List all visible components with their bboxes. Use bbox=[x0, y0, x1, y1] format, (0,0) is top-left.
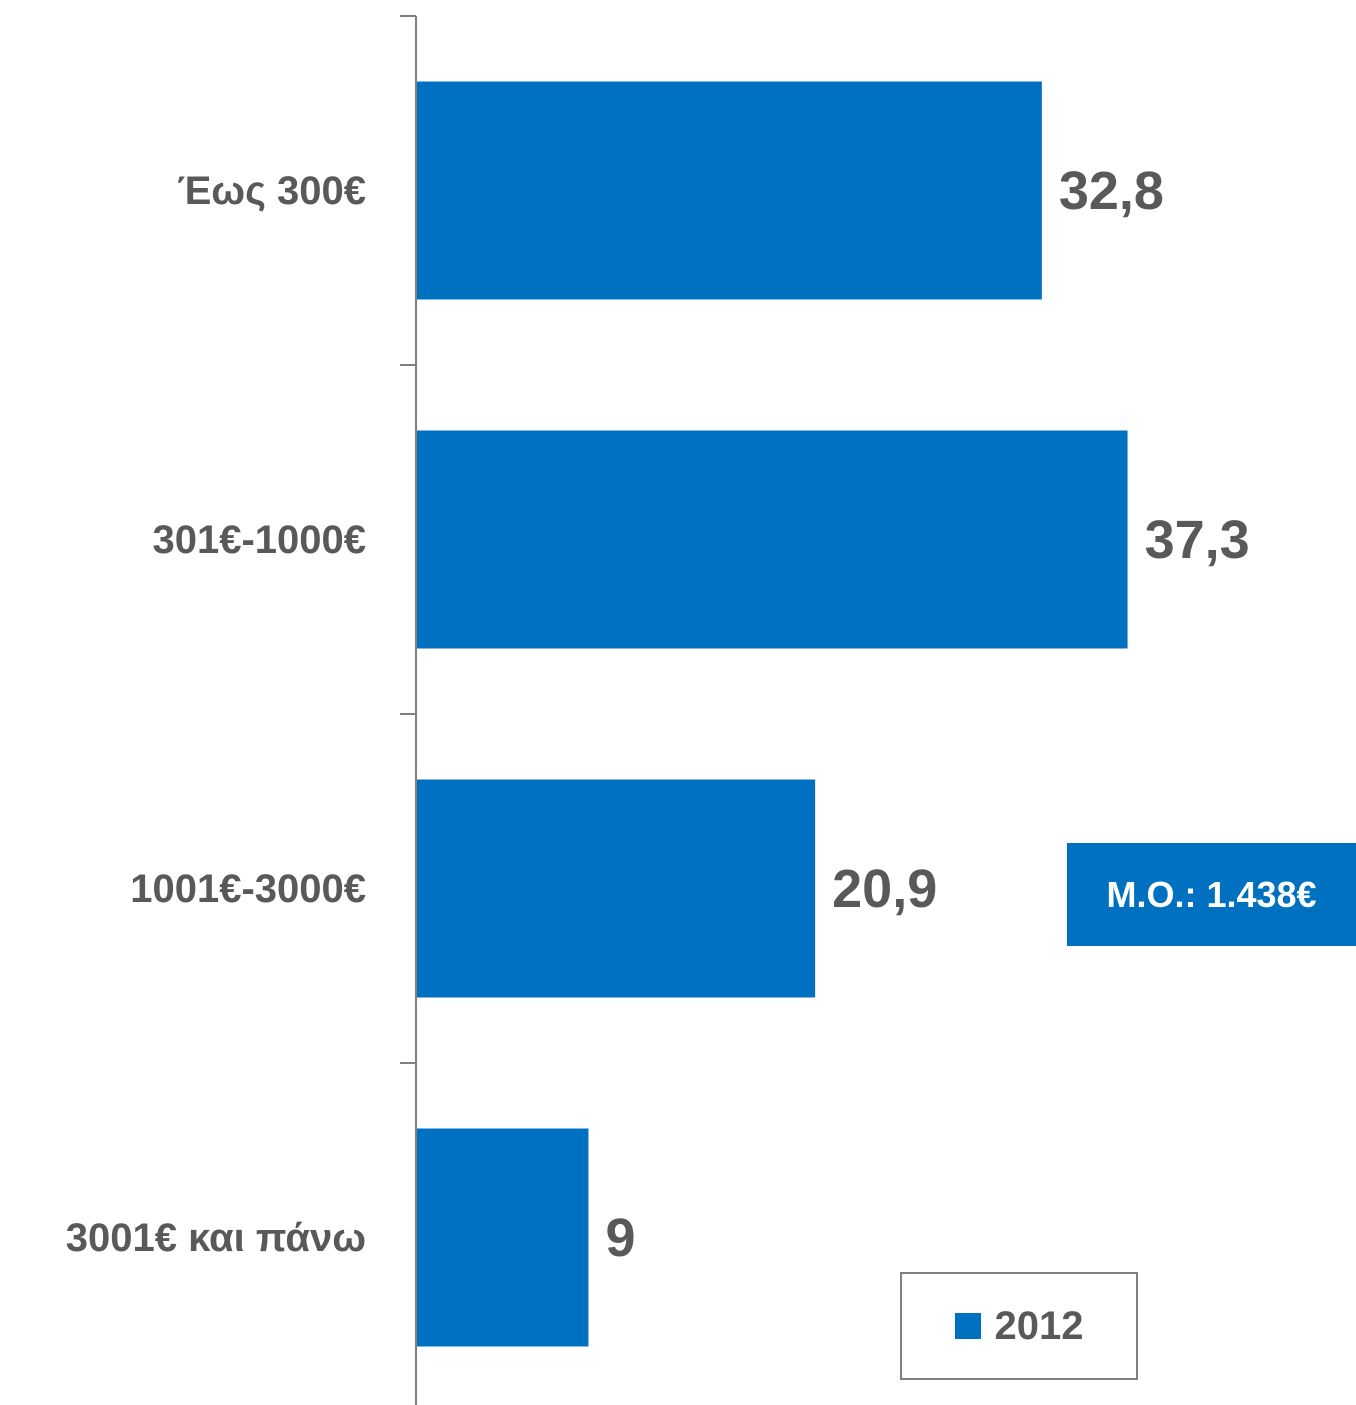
legend: 2012 bbox=[900, 1272, 1138, 1380]
bar bbox=[417, 81, 1042, 300]
data-label: 37,3 bbox=[1144, 509, 1250, 570]
data-label: 20,9 bbox=[832, 858, 938, 919]
bar bbox=[417, 1128, 589, 1347]
category-label: 1001€-3000€ bbox=[130, 866, 366, 911]
data-label: 9 bbox=[605, 1207, 636, 1268]
legend-swatch bbox=[954, 1313, 981, 1339]
legend-label: 2012 bbox=[994, 1303, 1084, 1348]
category-label: Έως 300€ bbox=[177, 168, 366, 213]
category-label: 301€-1000€ bbox=[152, 517, 366, 562]
category-label: 3001€ και πάνω bbox=[65, 1215, 366, 1260]
bar bbox=[417, 430, 1128, 649]
bar bbox=[417, 779, 816, 998]
mean-annotation: Μ.Ο.: 1.438€ bbox=[1067, 843, 1356, 946]
data-label: 32,8 bbox=[1058, 160, 1164, 221]
